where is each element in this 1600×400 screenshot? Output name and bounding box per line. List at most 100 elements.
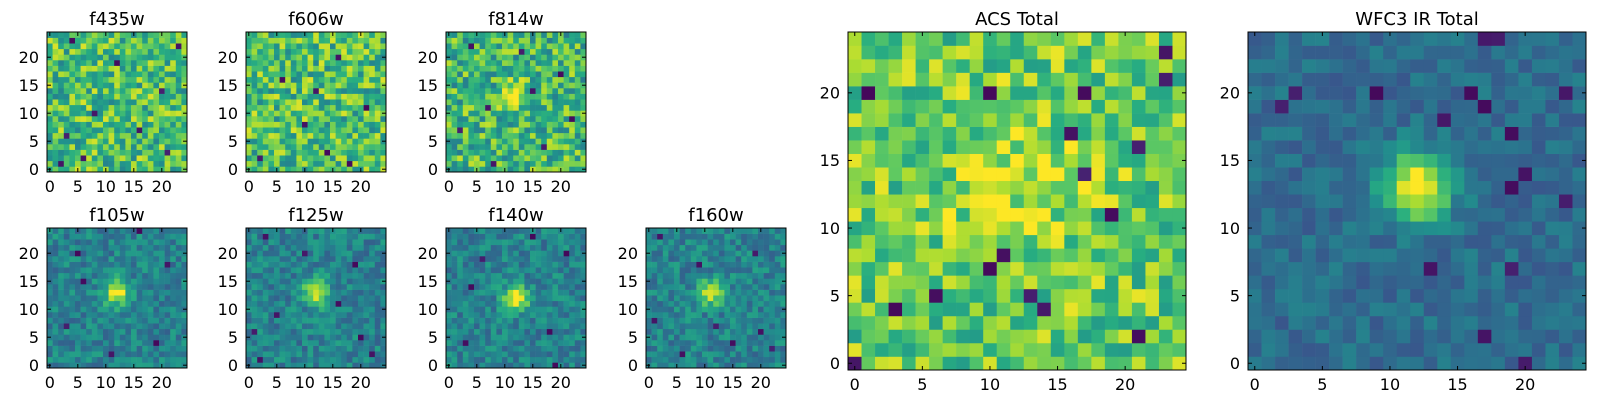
heatmap-cell [513, 328, 520, 335]
heatmap-cell [674, 233, 680, 240]
heatmap-cell [175, 228, 182, 234]
heatmap-cell [346, 155, 353, 162]
heatmap-cell [507, 121, 514, 128]
heatmap-cell [535, 340, 542, 346]
heatmap-cell [108, 250, 115, 257]
heatmap-cell [479, 261, 486, 268]
heatmap-cell [58, 82, 65, 89]
heatmap-cell [651, 300, 658, 307]
heatmap-cell [125, 71, 132, 78]
heatmap-cell [103, 127, 109, 134]
heatmap-cell [330, 116, 336, 122]
heatmap-cell [1064, 261, 1079, 276]
heatmap-cell [735, 278, 742, 285]
heatmap-cell [724, 256, 731, 262]
heatmap-cell [153, 300, 160, 307]
heatmap-cell [86, 356, 93, 363]
heatmap-cell [63, 351, 70, 358]
heatmap-cell [58, 362, 65, 369]
heatmap-cell [147, 272, 154, 279]
y-tick-label: 0 [29, 160, 39, 179]
heatmap-cell [335, 37, 342, 44]
heatmap-cell [63, 149, 70, 156]
heatmap-cell [324, 71, 331, 78]
heatmap-cell [159, 149, 165, 156]
heatmap-cell [490, 65, 497, 72]
heatmap-cell [358, 256, 364, 262]
heatmap-cell [546, 60, 553, 66]
heatmap-cell [468, 32, 475, 38]
heatmap-cell [47, 356, 53, 363]
heatmap-cell [541, 155, 548, 162]
heatmap-cell [330, 306, 336, 313]
heatmap-cell [513, 132, 520, 139]
heatmap-cell [136, 43, 143, 50]
heatmap-cell [713, 233, 720, 240]
heatmap-cell [296, 104, 303, 111]
heatmap-cell [1037, 288, 1052, 303]
heatmap-cell [274, 93, 280, 100]
heatmap-cell [374, 127, 381, 134]
heatmap-cell [535, 228, 542, 234]
heatmap-cell [1050, 221, 1065, 236]
heatmap-cell [246, 71, 252, 78]
heatmap-cell [763, 244, 770, 251]
heatmap-cell [125, 323, 132, 330]
heatmap-cell [296, 250, 303, 257]
heatmap-cell [530, 116, 536, 122]
heatmap-cell [302, 312, 308, 318]
heatmap-cell [741, 278, 748, 285]
heatmap-cell [956, 342, 970, 357]
heatmap-cell [324, 244, 331, 251]
heatmap-cell [307, 278, 314, 285]
heatmap-cell [451, 267, 458, 274]
heatmap-cell [535, 43, 542, 50]
heatmap-cell [131, 110, 137, 117]
heatmap-cell [279, 127, 286, 134]
heatmap-cell [485, 356, 492, 363]
heatmap-cell [352, 244, 359, 251]
heatmap-cells-f140w [446, 228, 587, 369]
heatmap-cell [114, 43, 121, 50]
heatmap-cell [125, 356, 132, 363]
heatmap-cell [679, 295, 686, 302]
heatmap-cell [1131, 356, 1146, 371]
heatmap-cell [147, 356, 154, 363]
heatmap-cell [702, 312, 708, 318]
heatmap-cell [552, 272, 559, 279]
heatmap-cell [119, 48, 126, 55]
heatmap-cell [246, 284, 252, 290]
heatmap-cell [474, 317, 480, 324]
heatmap-cell [80, 239, 87, 246]
heatmap-cell [451, 312, 458, 318]
heatmap-cell [730, 306, 736, 313]
heatmap-cell [108, 295, 115, 302]
heatmap-cell [268, 155, 275, 162]
heatmap-cell [358, 278, 364, 285]
heatmap-cell [80, 317, 87, 324]
heatmap-cell [513, 244, 520, 251]
heatmap-cell [257, 312, 264, 318]
heatmap-cell [257, 54, 264, 61]
heatmap-cell [175, 121, 182, 128]
heatmap-cell [91, 127, 98, 134]
heatmap-cell [170, 323, 177, 330]
heatmap-cell [80, 88, 87, 94]
heatmap-cell [352, 71, 359, 78]
heatmap-cell [702, 323, 708, 330]
heatmap-cell [279, 37, 286, 44]
heatmap-cell [490, 43, 497, 50]
heatmap-cell [257, 256, 264, 262]
heatmap-cell [296, 267, 303, 274]
heatmap-cell [114, 340, 121, 346]
heatmap-cell [479, 244, 486, 251]
heatmap-cell [136, 54, 143, 61]
heatmap-cell [490, 312, 497, 318]
heatmap-cell [479, 317, 486, 324]
heatmap-cell [462, 82, 469, 89]
heatmap-cell [119, 289, 126, 296]
heatmap-cell [468, 104, 475, 111]
heatmap-cell [679, 300, 686, 307]
heatmap-cell [468, 144, 475, 150]
